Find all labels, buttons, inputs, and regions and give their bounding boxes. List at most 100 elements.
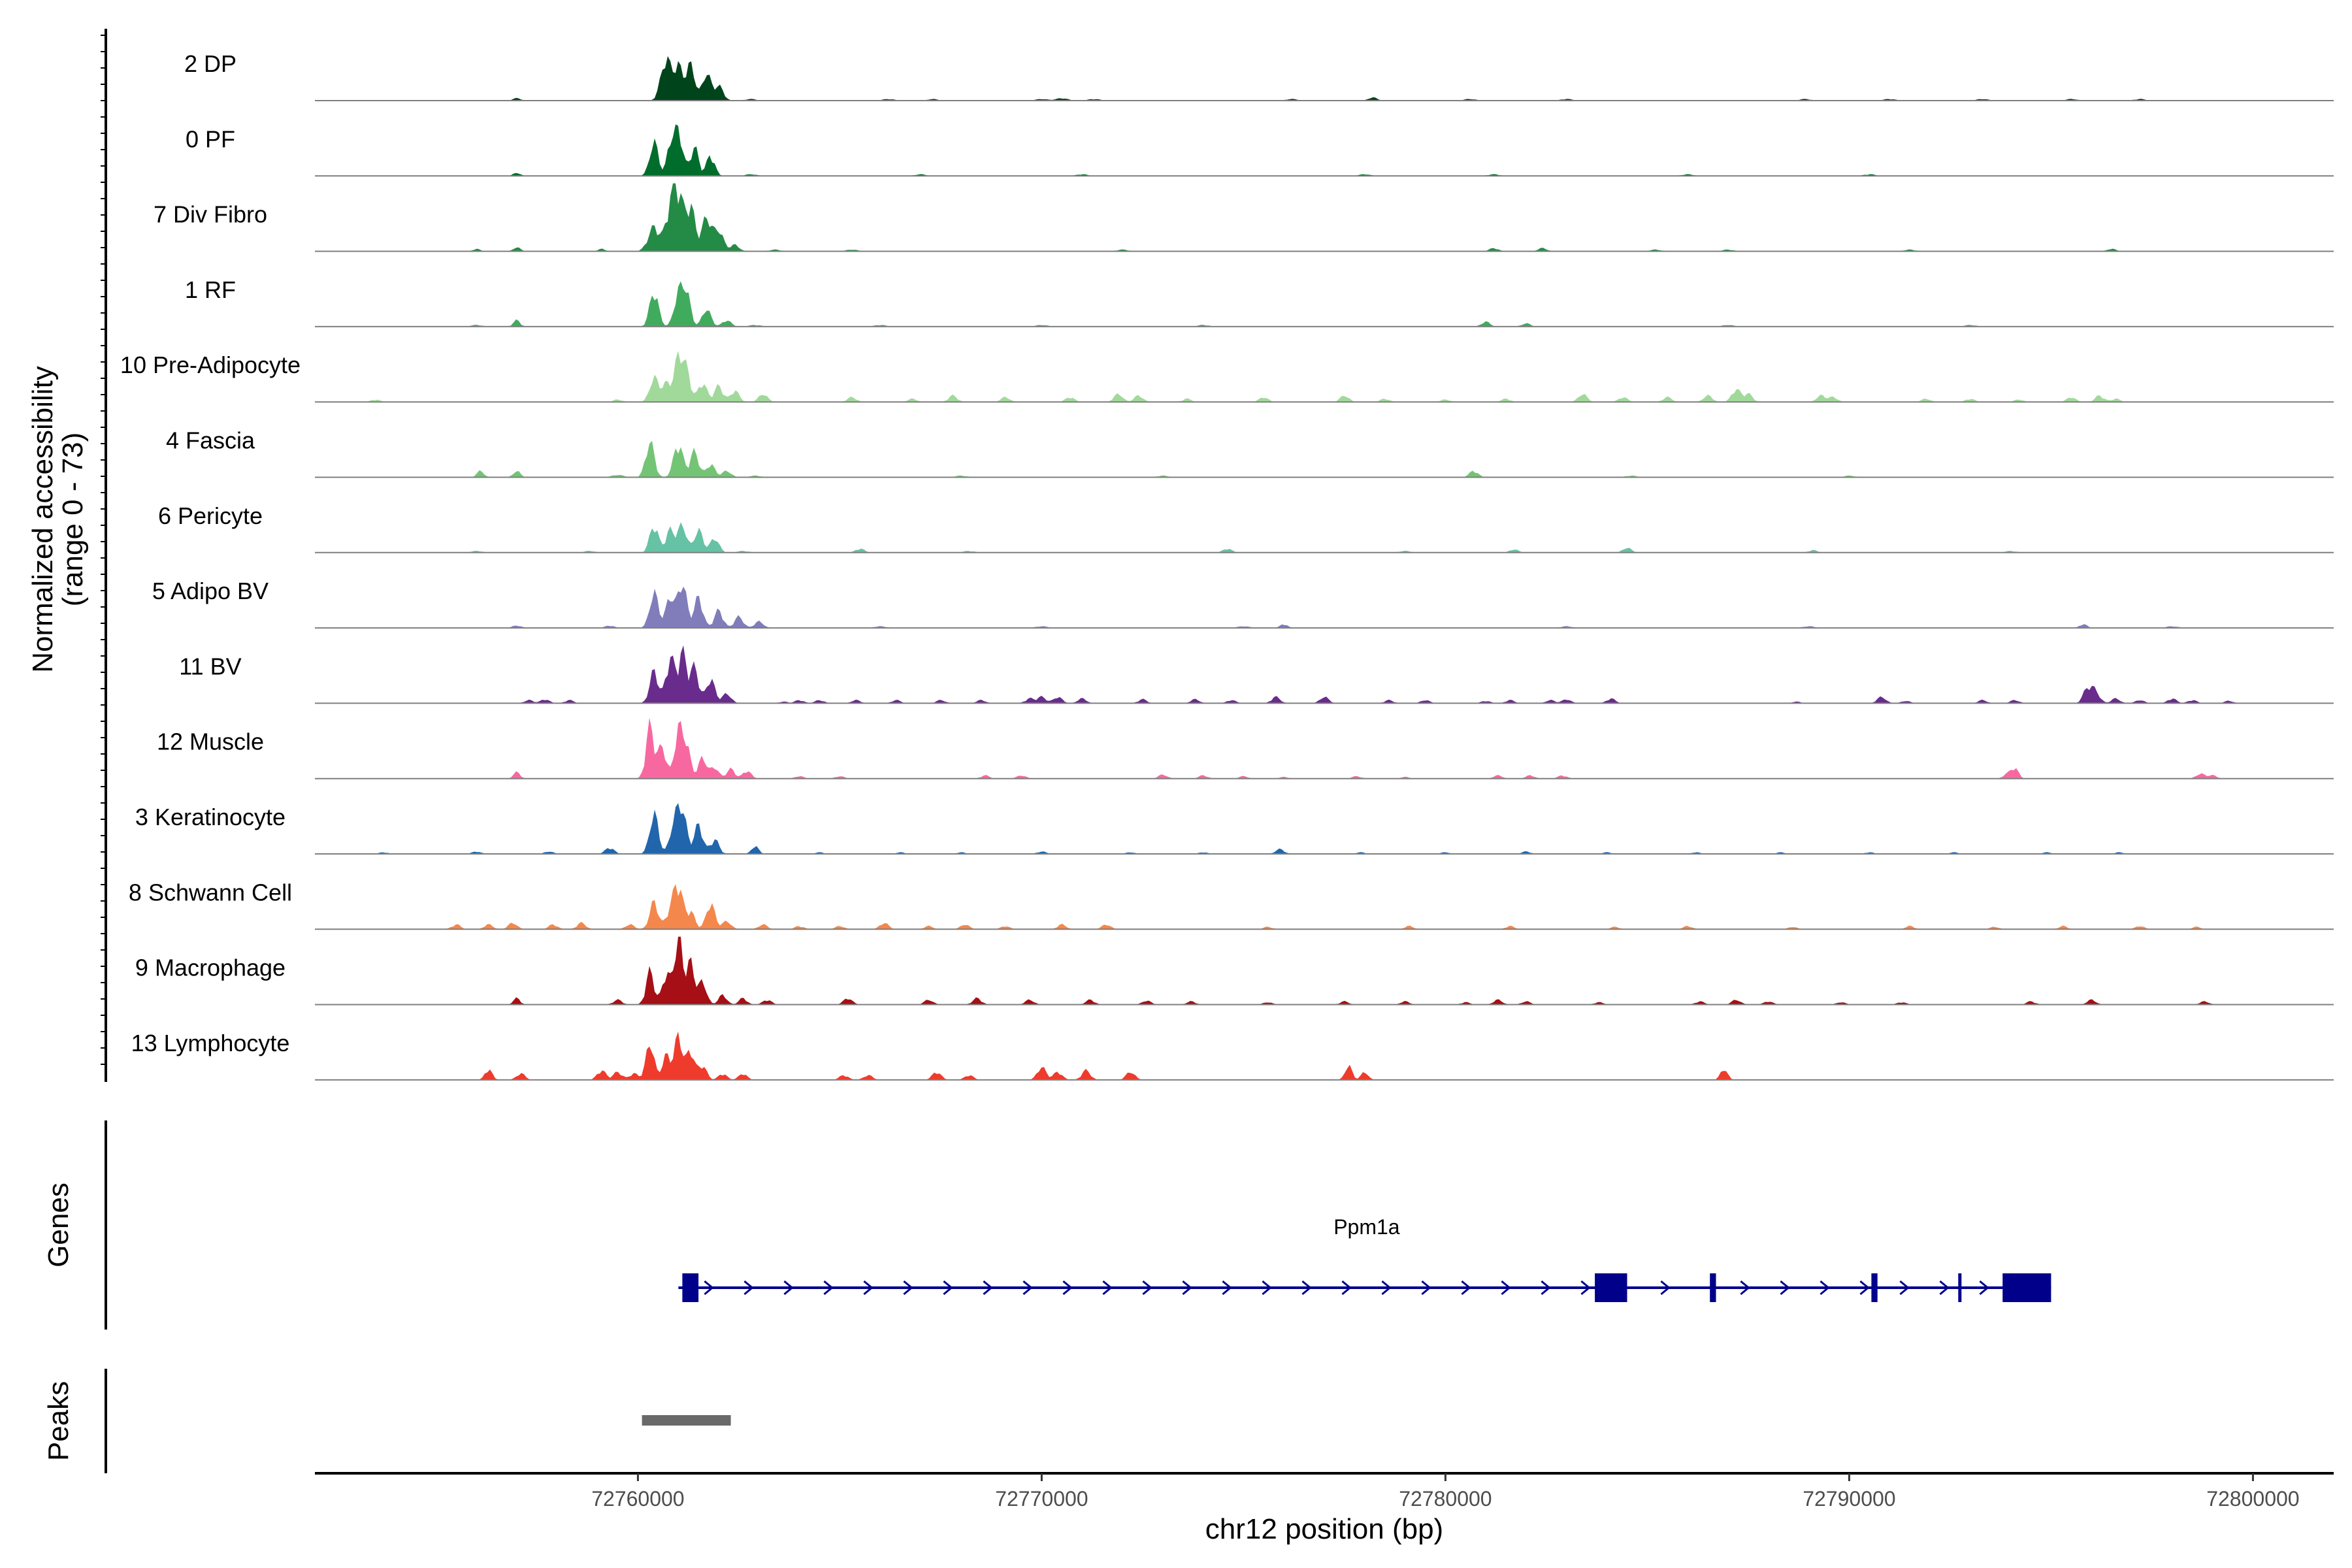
strand-arrow: [1142, 1280, 1152, 1296]
coverage-area: [315, 884, 2334, 930]
coverage-area: [315, 124, 2334, 176]
strand-arrow: [1899, 1280, 1910, 1296]
track-12: 8 Schwann Cell: [129, 879, 2334, 930]
strand-arrow: [823, 1280, 834, 1296]
track-6: 4 Fascia: [166, 427, 2334, 478]
coverage-area: [315, 440, 2334, 478]
peaks-panel: Peaks: [42, 1369, 731, 1473]
track-2: 0 PF: [186, 124, 2334, 177]
strand-arrow: [1939, 1280, 1950, 1296]
x-tick-label: 72770000: [995, 1487, 1088, 1511]
track-11: 3 Keratinocyte: [135, 803, 2334, 855]
track-label: 12 Muscle: [157, 728, 264, 755]
track-label: 8 Schwann Cell: [129, 879, 292, 906]
strand-arrow: [863, 1280, 874, 1296]
coverage-area: [315, 803, 2334, 854]
gene-exon: [1871, 1273, 1878, 1302]
peak-regions: [642, 1415, 731, 1426]
gene-exon: [1710, 1273, 1716, 1302]
coverage-area: [315, 586, 2334, 629]
strand-arrow: [1979, 1280, 1989, 1296]
coverage-area: [315, 56, 2334, 101]
strand-arrow: [1660, 1280, 1671, 1296]
strand-arrow: [1780, 1280, 1790, 1296]
accessibility-y-axis: Normalized accessibility (range 0 - 73): [27, 29, 107, 1082]
x-tick-label: 72800000: [2206, 1487, 2299, 1511]
coverage-area: [315, 522, 2334, 553]
coverage-area: [315, 351, 2334, 402]
peaks-panel-title: Peaks: [42, 1381, 74, 1461]
strand-arrow: [1859, 1280, 1870, 1296]
gene-exon: [682, 1273, 699, 1302]
x-axis-title: chr12 position (bp): [1205, 1513, 1443, 1545]
track-5: 10 Pre-Adipocyte: [120, 351, 2334, 403]
x-tick-label: 72780000: [1399, 1487, 1492, 1511]
gene-exon: [1958, 1273, 1962, 1302]
accessibility-axis-ticks: [101, 35, 106, 1065]
x-tick-label: 72790000: [1803, 1487, 1895, 1511]
track-13: 9 Macrophage: [135, 936, 2334, 1005]
accessibility-axis-range: (range 0 - 73): [57, 433, 89, 607]
track-label: 11 BV: [179, 653, 241, 679]
strand-arrow: [1580, 1280, 1591, 1296]
strand-arrow: [1022, 1280, 1033, 1296]
track-10: 12 Muscle: [157, 717, 2334, 779]
strand-arrow: [1341, 1280, 1352, 1296]
peak-region-bar: [642, 1415, 731, 1426]
strand-arrow: [1222, 1280, 1232, 1296]
track-label: 0 PF: [186, 125, 235, 152]
genomic-x-axis: 72760000 72770000 72780000 72790000 72800000…: [315, 1472, 2334, 1545]
track-4: 1 RF: [185, 276, 2334, 327]
track-label: 4 Fascia: [166, 427, 255, 454]
strand-arrow: [1820, 1280, 1830, 1296]
track-label: 9 Macrophage: [135, 955, 286, 981]
strand-arrow: [1501, 1280, 1511, 1296]
gene-panel: Genes Ppm1a: [42, 1120, 2051, 1330]
track-label: 5 Adipo BV: [152, 578, 269, 604]
track-label: 3 Keratinocyte: [135, 804, 286, 830]
gene-name-label: Ppm1a: [1333, 1215, 1400, 1239]
gene-model: [678, 1273, 2051, 1302]
track-1: 2 DP: [184, 50, 2334, 101]
strand-arrow: [783, 1280, 794, 1296]
track-9: 11 BV: [179, 645, 2334, 704]
gene-exon: [1595, 1273, 1627, 1302]
track-3: 7 Div Fibro: [154, 183, 2334, 252]
strand-arrow: [1301, 1280, 1312, 1296]
track-14: 13 Lymphocyte: [131, 1030, 2334, 1081]
accessibility-axis-title: Normalized accessibility: [27, 366, 59, 672]
track-label: 10 Pre-Adipocyte: [120, 351, 301, 378]
gene-exon: [2002, 1273, 2051, 1302]
coverage-area: [315, 645, 2334, 704]
strand-arrow: [943, 1280, 953, 1296]
coverage-area: [315, 183, 2334, 252]
genes-panel-title: Genes: [42, 1183, 74, 1267]
track-label: 13 Lymphocyte: [131, 1030, 290, 1056]
strand-arrow: [1262, 1280, 1272, 1296]
track-label: 1 RF: [185, 276, 236, 303]
coverage-area: [315, 717, 2334, 779]
track-7: 6 Pericyte: [158, 502, 2334, 553]
strand-arrow: [743, 1280, 754, 1296]
strand-arrow: [1062, 1280, 1073, 1296]
strand-arrow: [1421, 1280, 1431, 1296]
track-label: 2 DP: [184, 50, 237, 77]
strand-arrow: [1740, 1280, 1750, 1296]
strand-arrow: [1461, 1280, 1471, 1296]
strand-arrow: [704, 1280, 714, 1296]
strand-arrow: [1541, 1280, 1551, 1296]
strand-arrow: [903, 1280, 913, 1296]
strand-arrow: [1102, 1280, 1113, 1296]
track-8: 5 Adipo BV: [152, 578, 2334, 629]
strand-arrow: [1381, 1280, 1392, 1296]
track-label: 7 Div Fibro: [154, 201, 267, 228]
coverage-tracks: 2 DP 0 PF 7 Div Fibro 1 RF 10 Pre-Adipocyte 4…: [120, 50, 2334, 1081]
coverage-area: [315, 281, 2334, 327]
strand-arrow: [1182, 1280, 1192, 1296]
coverage-area: [315, 1031, 2334, 1080]
track-label: 6 Pericyte: [158, 502, 263, 529]
strand-arrow: [983, 1280, 993, 1296]
coverage-area: [315, 936, 2334, 1005]
x-axis-ticks: 72760000 72770000 72780000 72790000 72800000: [591, 1473, 2300, 1511]
